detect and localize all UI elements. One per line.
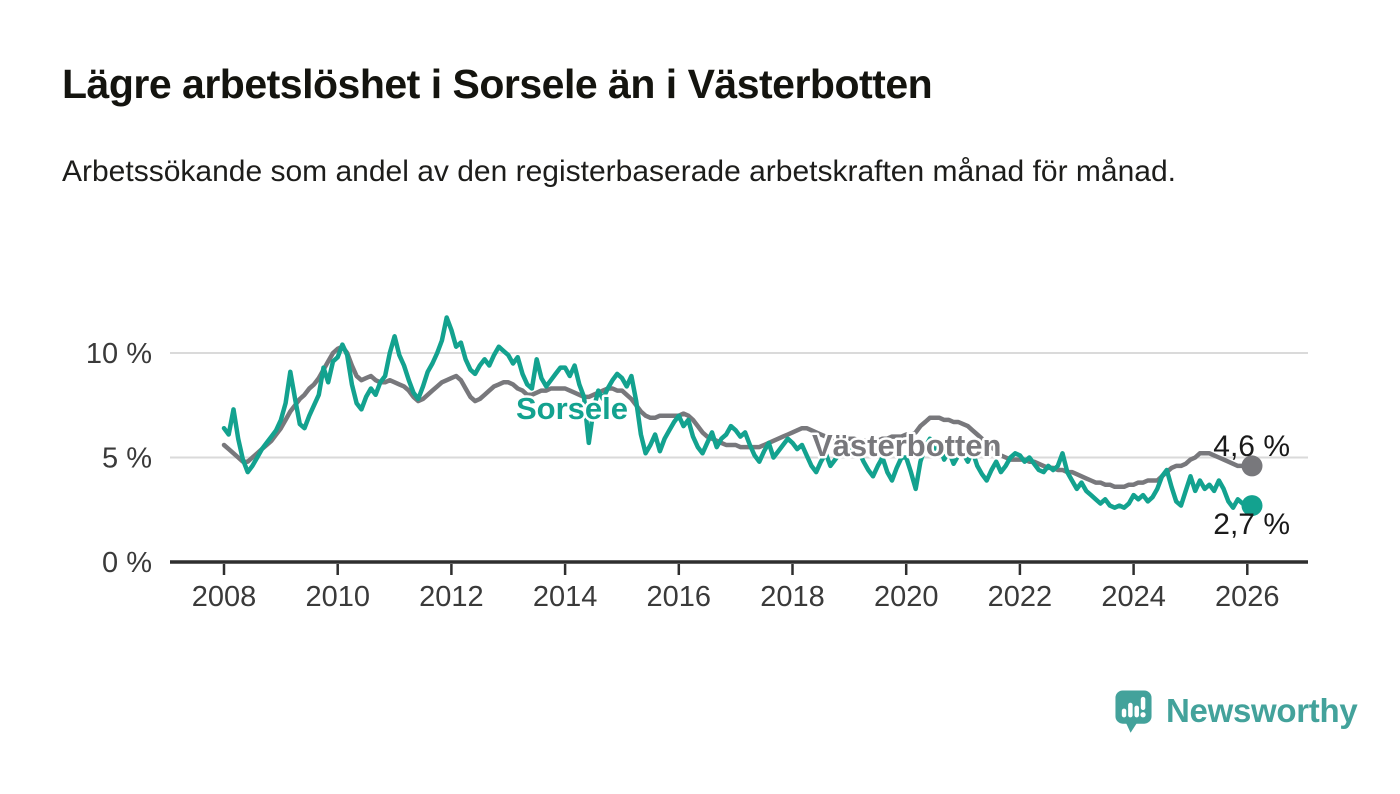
newsworthy-logo-icon — [1115, 690, 1152, 733]
vasterbotten-line — [221, 344, 1255, 490]
y-axis-tick-label: 5 % — [102, 443, 152, 475]
sorsele-end-dot — [1241, 495, 1263, 517]
vasterbotten-series-label: Västerbotten — [812, 428, 1001, 463]
y-axis-tick-label: 10 % — [86, 338, 152, 370]
x-axis-tick-label: 2008 — [192, 581, 257, 613]
x-axis-tick-label: 2010 — [305, 581, 370, 613]
x-axis-tick-label: 2018 — [760, 581, 825, 613]
sorsele-series-label: Sorsele — [516, 391, 628, 426]
x-axis-tick-label: 2014 — [533, 581, 598, 613]
chart-subtitle: Arbetssökande som andel av den registerb… — [62, 155, 1176, 188]
x-axis-tick-label: 2024 — [1101, 581, 1166, 613]
vasterbotten-end-dot — [1241, 455, 1263, 477]
chart-title: Lägre arbetslöshet i Sorsele än i Väster… — [62, 61, 933, 107]
vasterbotten-latest-value-label: 4,6 % — [1213, 430, 1290, 463]
x-axis-tick-label: 2016 — [647, 581, 712, 613]
sorsele-line — [221, 315, 1255, 510]
x-axis-tick-label: 2012 — [419, 581, 484, 613]
newsworthy-logo-text: Newsworthy — [1166, 692, 1358, 729]
x-axis-tick-label: 2026 — [1215, 581, 1280, 613]
x-axis-tick-label: 2022 — [988, 581, 1053, 613]
sorsele-latest-value-label: 2,7 % — [1213, 508, 1290, 541]
newsworthy-brand: Newsworthy — [1114, 687, 1358, 735]
y-axis-tick-label: 0 % — [102, 547, 152, 579]
x-axis-tick-label: 2020 — [874, 581, 939, 613]
